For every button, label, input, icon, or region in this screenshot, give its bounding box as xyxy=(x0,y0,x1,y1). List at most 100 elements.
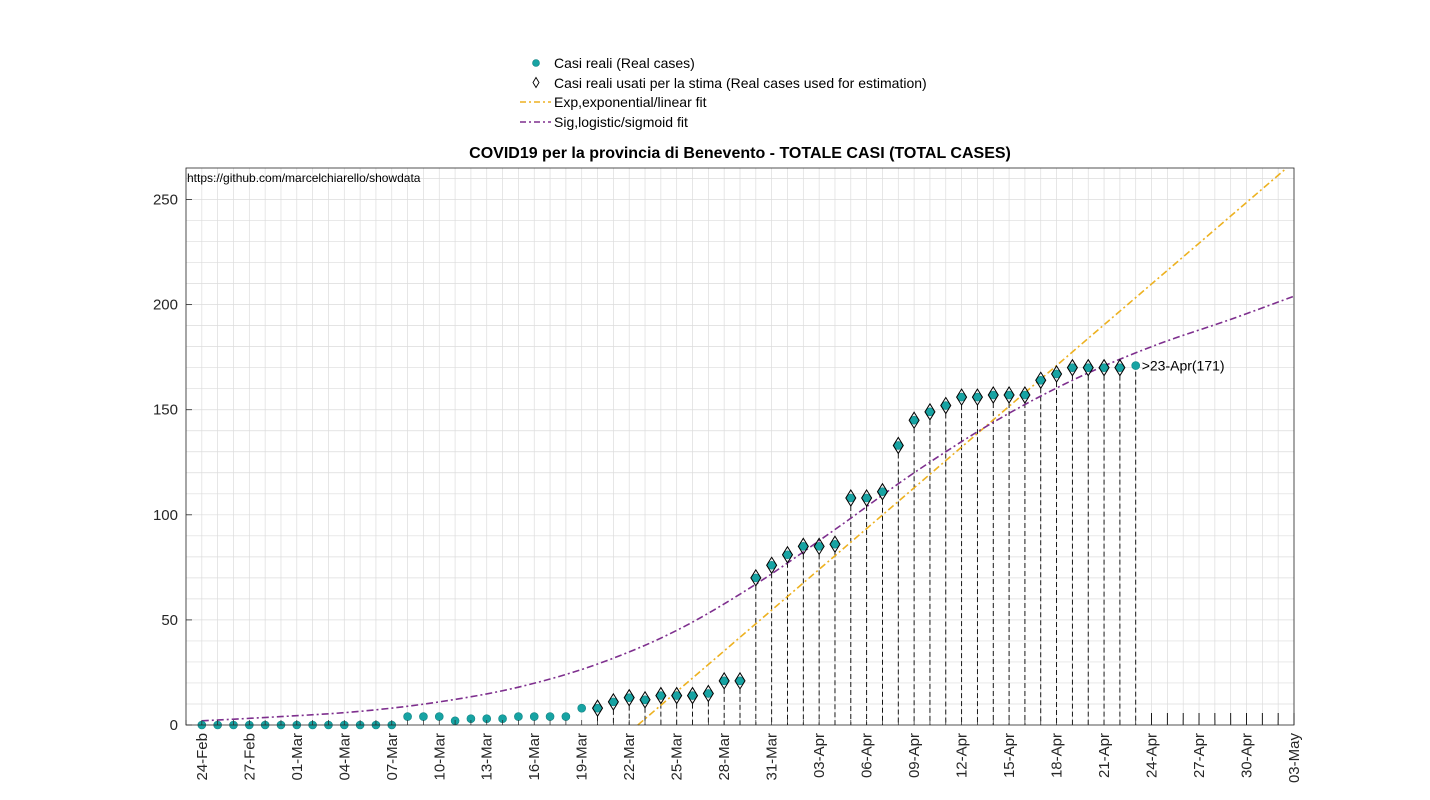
stem-layer xyxy=(597,371,1295,725)
real-case-point xyxy=(1099,363,1109,372)
real-case-point xyxy=(672,691,681,700)
real-case-point xyxy=(957,392,966,402)
real-case-point xyxy=(577,703,587,713)
estimation-point xyxy=(861,489,873,507)
x-tick-label: 07-Mar xyxy=(384,733,401,781)
x-tick-label: 10-Mar xyxy=(431,733,448,781)
x-tick-label: 25-Mar xyxy=(669,733,686,781)
real-case-point xyxy=(878,487,887,496)
real-case-point xyxy=(1083,363,1093,372)
estimation-point xyxy=(987,386,999,404)
real-case-point xyxy=(1004,390,1014,400)
x-tick-label: 03-Apr xyxy=(811,733,828,778)
x-tick-label: 03-May xyxy=(1286,733,1303,784)
real-case-point xyxy=(1115,363,1125,372)
estimation-point xyxy=(655,686,667,705)
legend-label-sig-fit: Sig,logistic/sigmoid fit xyxy=(554,114,688,130)
estimation-point xyxy=(908,411,920,430)
x-tick-label: 01-Mar xyxy=(289,733,306,781)
real-case-point xyxy=(988,390,998,400)
real-case-point xyxy=(751,573,761,583)
estimation-point xyxy=(766,556,778,575)
x-tick-label: 24-Apr xyxy=(1144,733,1161,778)
x-tick-label: 04-Mar xyxy=(336,733,353,781)
estimation-point xyxy=(845,489,857,507)
real-case-point xyxy=(434,712,444,721)
real-case-point xyxy=(1036,375,1046,385)
real-case-point xyxy=(1068,363,1077,372)
estimation-point xyxy=(1066,358,1078,377)
real-case-point xyxy=(561,712,571,721)
real-case-point xyxy=(846,493,856,503)
estimation-point xyxy=(750,568,762,587)
legend-label-exp-fit: Exp,exponential/linear fit xyxy=(554,94,707,110)
axis-layer: 0 50 100 150 200 250 24-Feb 27-Feb 01-Mar 04-Mar 0… xyxy=(153,192,1303,784)
real-case-point xyxy=(893,441,903,450)
estimation-point xyxy=(1003,386,1015,404)
real-case-point xyxy=(1131,361,1141,370)
real-case-point xyxy=(419,712,428,721)
estimation-point xyxy=(781,545,794,564)
x-tick-label: 12-Apr xyxy=(954,733,971,778)
estimation-point xyxy=(813,537,825,556)
estimation-point xyxy=(623,688,635,707)
x-tick-label: 16-Mar xyxy=(526,733,543,781)
x-tick-label: 18-Apr xyxy=(1049,733,1066,778)
x-tick-label: 28-Mar xyxy=(716,733,733,781)
real-case-point xyxy=(767,560,776,570)
x-tick-label: 06-Apr xyxy=(859,733,876,778)
x-tick-label: 15-Apr xyxy=(1001,733,1018,778)
real-case-point xyxy=(593,703,602,713)
fit-layer xyxy=(201,167,1295,726)
estimation-point xyxy=(1098,358,1110,377)
estimation-point xyxy=(971,388,984,407)
real-case-point xyxy=(941,401,951,410)
real-case-point xyxy=(830,539,840,549)
exp-fit-line xyxy=(637,167,1288,726)
real-case-point xyxy=(529,712,539,721)
x-tick-label: 24-Feb xyxy=(194,733,211,781)
real-case-point xyxy=(656,691,666,700)
source-note: https://github.com/marcelchiarello/showd… xyxy=(187,171,421,185)
legend-label-real-cases: Casi reali (Real cases) xyxy=(554,55,695,71)
x-tick-label: 31-Mar xyxy=(764,733,781,781)
real-case-point xyxy=(799,542,808,551)
y-tick-label: 200 xyxy=(153,297,178,314)
estimation-point xyxy=(956,388,968,407)
estimation-point xyxy=(892,436,904,455)
estimation-point xyxy=(1019,386,1031,404)
real-case-point xyxy=(514,712,523,721)
estimation-point xyxy=(829,535,841,554)
y-tick-label: 150 xyxy=(153,402,178,419)
estimation-point xyxy=(797,537,809,556)
y-tick-label: 100 xyxy=(153,507,178,524)
real-case-point xyxy=(719,676,729,686)
estimation-point xyxy=(1082,358,1094,377)
estimation-point xyxy=(639,690,651,709)
y-tick-label: 0 xyxy=(170,717,178,734)
real-case-point xyxy=(1052,369,1061,379)
chart-title: COVID19 per la provincia di Benevento - … xyxy=(469,145,1011,162)
x-tick-label: 22-Mar xyxy=(621,733,638,781)
estimation-point xyxy=(940,396,952,415)
legend-marker-estimation xyxy=(532,76,540,89)
x-tick-label: 21-Apr xyxy=(1096,733,1113,778)
estimation-point xyxy=(734,671,746,690)
marker-layer xyxy=(197,358,1141,730)
estimation-point xyxy=(591,699,604,718)
estimation-point xyxy=(876,482,889,501)
estimation-point xyxy=(686,686,699,705)
grid-layer xyxy=(185,168,1295,725)
last-value-annotation: >23-Apr(171) xyxy=(1142,358,1225,374)
x-tick-label: 19-Mar xyxy=(574,733,591,781)
x-tick-label: 09-Apr xyxy=(906,733,923,778)
x-tick-label: 30-Apr xyxy=(1239,733,1256,778)
real-case-point xyxy=(688,691,697,700)
estimation-point xyxy=(702,684,714,703)
real-case-point xyxy=(925,407,935,417)
real-case-point xyxy=(973,392,982,402)
x-tick-label: 27-Apr xyxy=(1191,733,1208,778)
estimation-point xyxy=(718,671,730,690)
estimation-point xyxy=(1035,371,1047,390)
